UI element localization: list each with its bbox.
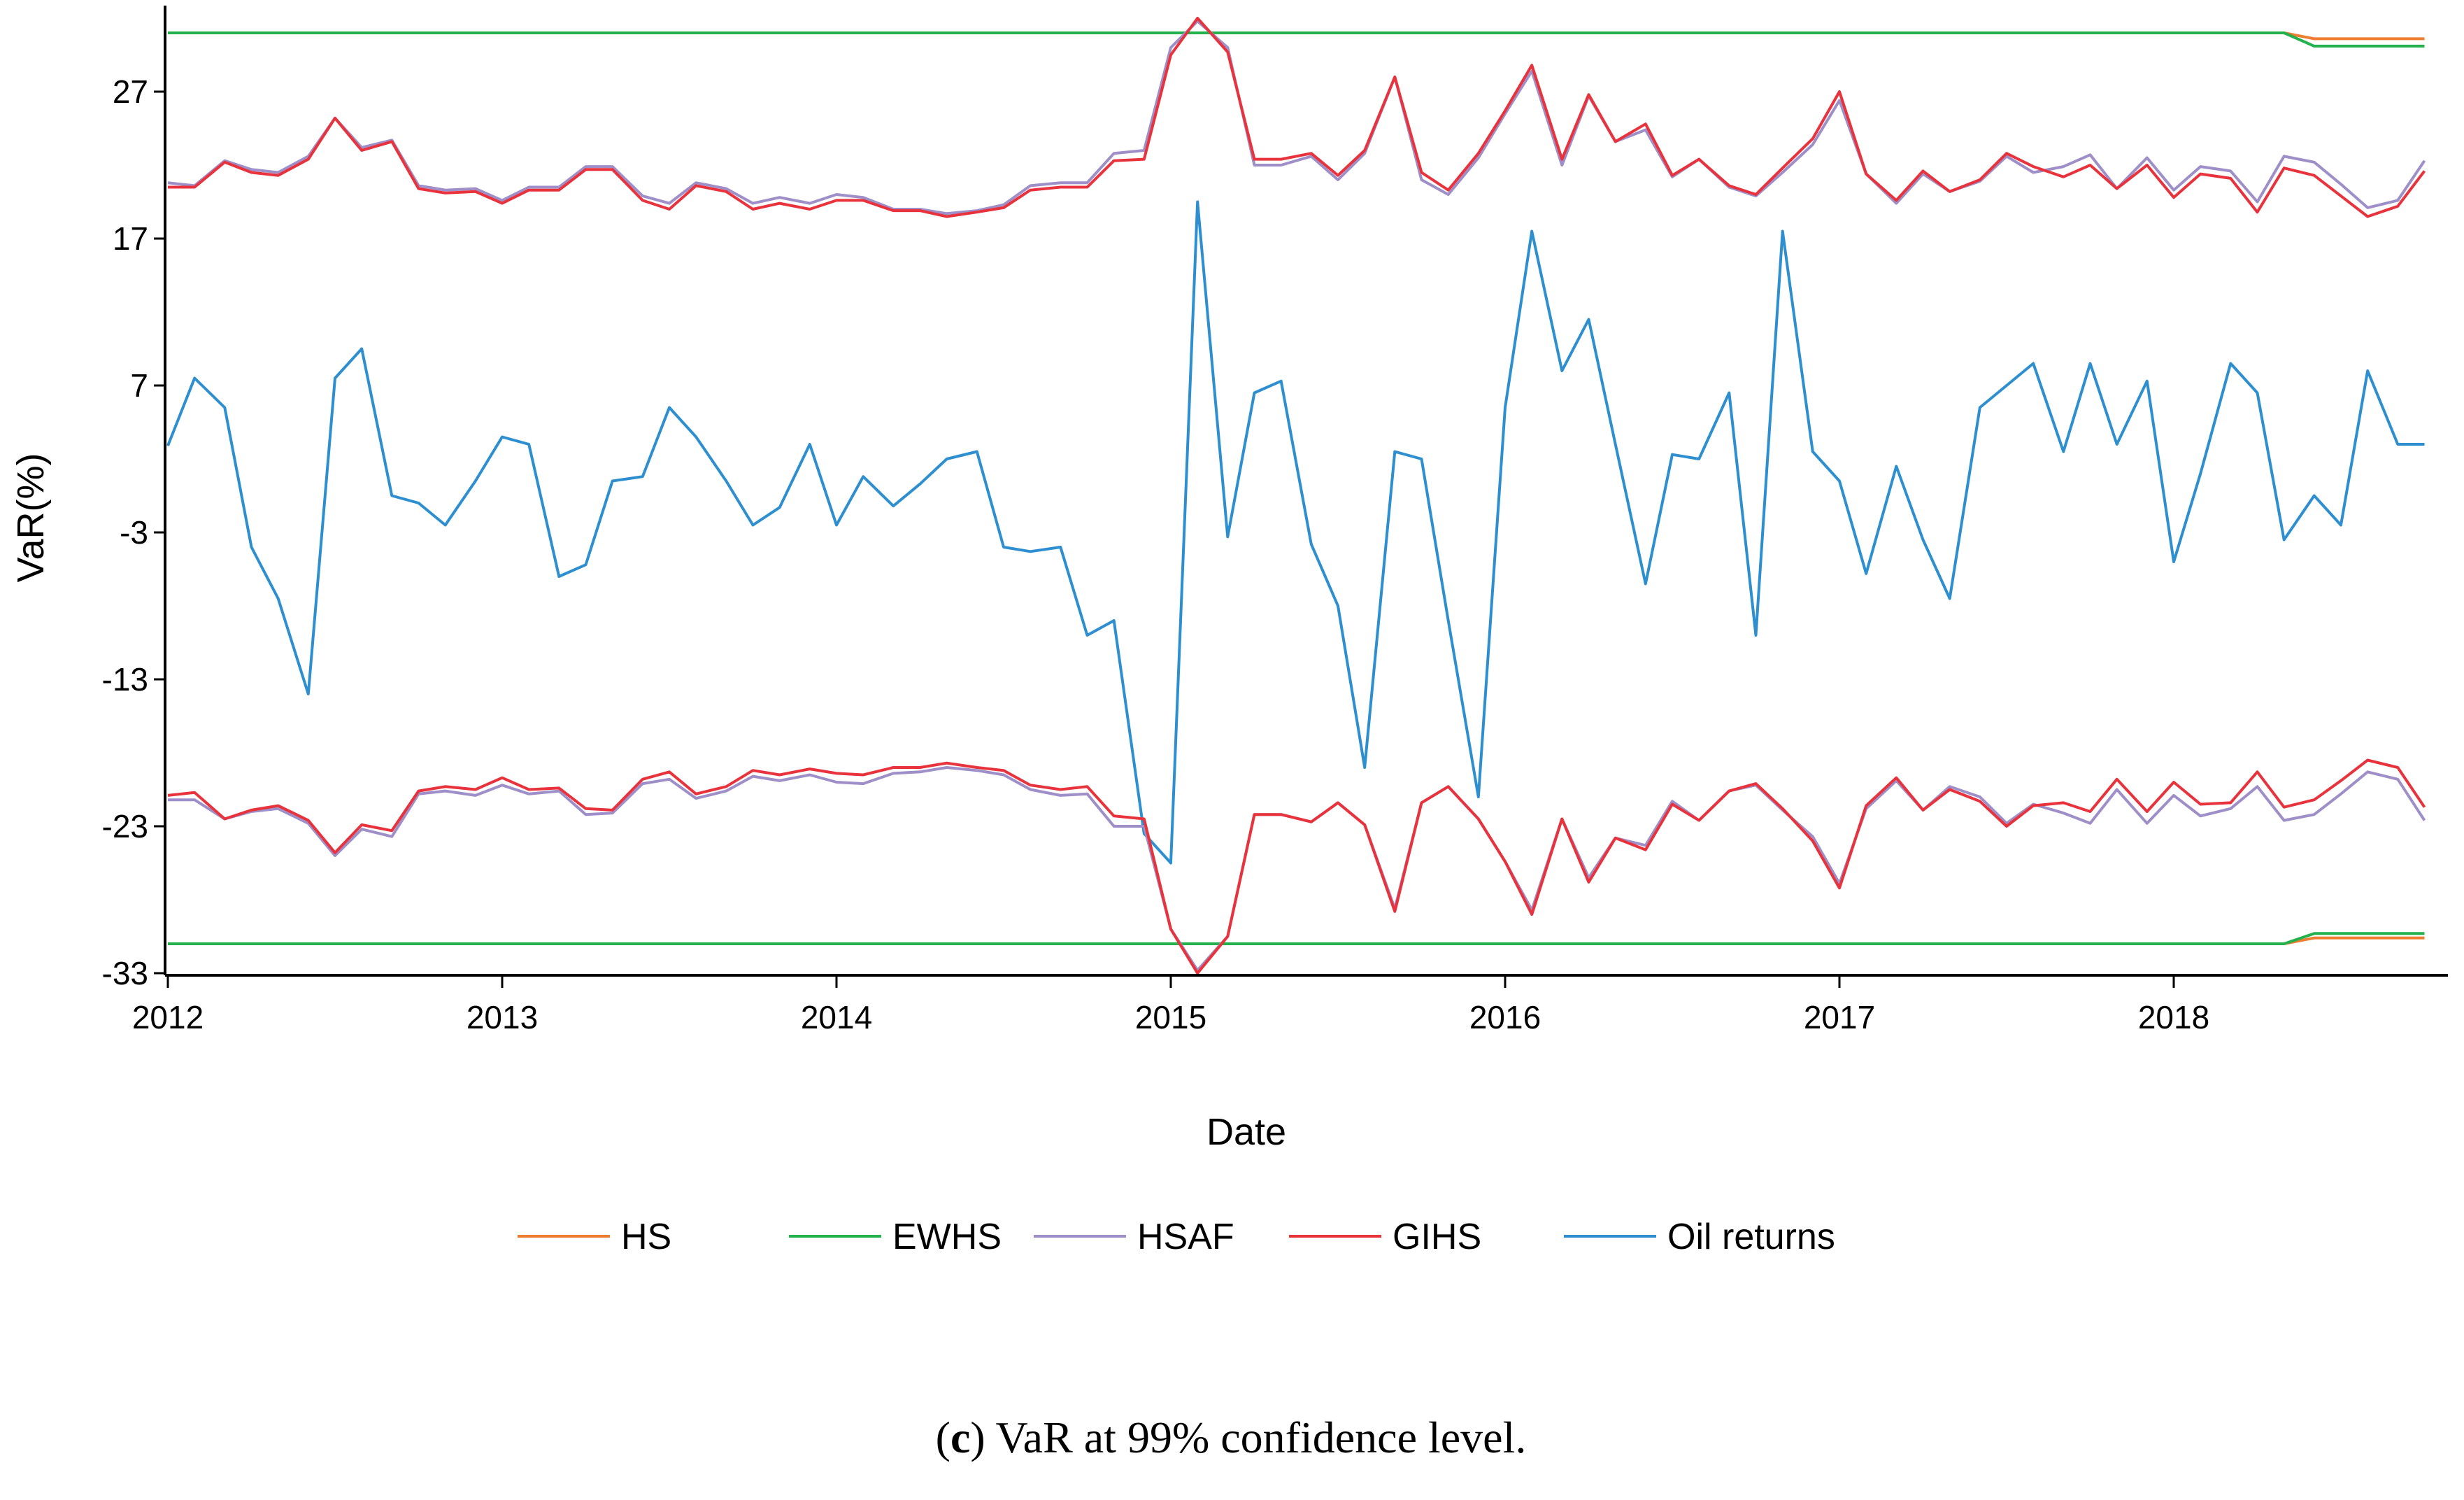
x-axis-ticks: 2012 2013 2014 2015 2016 2017 2018 — [132, 975, 2209, 1035]
legend-label-hs: HS — [621, 1217, 671, 1257]
y-tick-label: 27 — [113, 73, 148, 110]
y-axis-ticks: 27 17 7 -3 -13 -23 -33 — [102, 73, 165, 991]
y-tick-label: -23 — [102, 808, 148, 844]
legend-label-ewhs: EWHS — [892, 1217, 1002, 1257]
caption-letter: c — [950, 1413, 970, 1462]
x-axis-title: Date — [1206, 1111, 1286, 1153]
ewhs-lower-line — [168, 932, 2425, 945]
x-tick-label: 2012 — [132, 999, 204, 1035]
hsaf-lower-line — [168, 766, 2426, 972]
y-tick-label: -33 — [102, 955, 148, 991]
caption-text: ) VaR at 99% confidence level. — [970, 1413, 1526, 1462]
figure-caption: (c) VaR at 99% confidence level. — [936, 1413, 1527, 1462]
ewhs-upper-line — [168, 31, 2425, 48]
hsaf-upper-line — [167, 20, 2426, 215]
y-tick-label: 7 — [130, 367, 148, 404]
x-tick-label: 2016 — [1469, 999, 1541, 1035]
y-tick-label: -3 — [120, 514, 148, 551]
x-tick-label: 2018 — [2138, 999, 2209, 1035]
legend: HS EWHS HSAF GIHS Oil returns — [518, 1217, 1835, 1257]
y-tick-label: 17 — [113, 220, 148, 257]
x-tick-label: 2015 — [1135, 999, 1206, 1035]
legend-label-gihs: GIHS — [1393, 1217, 1481, 1257]
oil-returns-line — [166, 200, 2425, 865]
gihs-upper-line — [168, 17, 2426, 218]
y-tick-label: -13 — [102, 661, 148, 698]
x-tick-label: 2017 — [1804, 999, 1875, 1035]
x-tick-label: 2014 — [801, 999, 872, 1035]
y-axis-title: VaR(%) — [10, 453, 52, 582]
series-layer — [166, 17, 2426, 975]
caption-open-paren: ( — [936, 1413, 950, 1462]
legend-label-hsaf: HSAF — [1137, 1217, 1234, 1257]
gihs-lower-line — [167, 758, 2426, 975]
legend-label-oil-returns: Oil returns — [1667, 1217, 1835, 1257]
x-tick-label: 2013 — [467, 999, 538, 1035]
